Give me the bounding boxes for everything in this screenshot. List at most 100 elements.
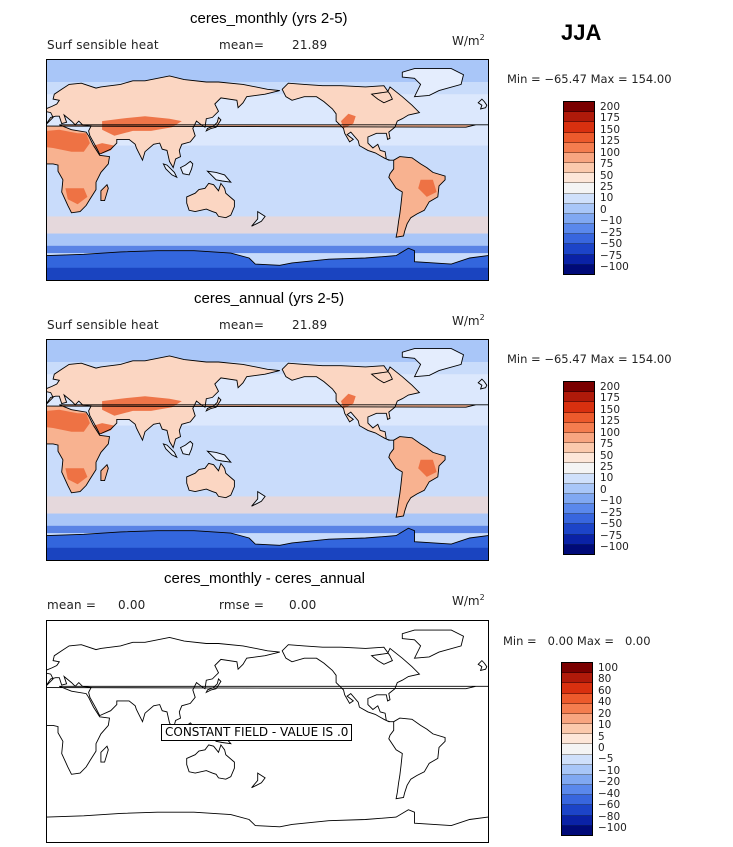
panel-3-mean-label: mean = <box>47 598 97 612</box>
colorbar-swatch <box>564 392 594 403</box>
colorbar-swatch <box>562 713 592 725</box>
colorbar-swatch <box>562 774 592 786</box>
season-label: JJA <box>561 20 602 45</box>
colorbar-tick-label: 75 <box>600 438 614 451</box>
colorbar-tick-label: 125 <box>600 135 621 148</box>
colorbar-tick-label: 50 <box>600 449 614 462</box>
panel-2-mean-value: 21.89 <box>292 318 328 332</box>
colorbar-swatch <box>564 504 594 515</box>
panel-3-title: ceres_monthly - ceres_annual <box>164 570 365 587</box>
colorbar-tick-label: −40 <box>598 787 621 800</box>
colorbar-swatch <box>564 483 594 494</box>
colorbar-tick-label: 0 <box>598 742 605 754</box>
panel-3-rmse-label: rmse = <box>219 598 265 612</box>
colorbar-swatch <box>564 534 594 545</box>
colorbar-tick-label: 0 <box>600 203 607 216</box>
panel-2-map <box>46 339 489 561</box>
colorbar-tick-label: 25 <box>600 461 614 473</box>
colorbar-swatch <box>564 432 594 444</box>
colorbar-tick-label: 100 <box>598 662 619 674</box>
colorbar-tick-label: 60 <box>598 684 612 697</box>
colorbar-tick-label: −100 <box>600 261 629 273</box>
panel-2-minmax: Min = −65.47 Max = 154.00 <box>507 352 672 366</box>
colorbar-swatch <box>564 264 594 274</box>
colorbar-tick-label: 80 <box>598 673 612 686</box>
colorbar-tick-label: −75 <box>600 249 623 262</box>
colorbar-tick-label: 100 <box>600 146 621 159</box>
colorbar-tick-label: 5 <box>598 730 605 743</box>
panel-3-units: W/m2 <box>452 593 485 608</box>
colorbar-tick-label: 20 <box>598 707 612 720</box>
panel-2-mean-label: mean= <box>219 318 265 332</box>
colorbar-swatch <box>564 173 594 184</box>
colorbar-tick-label: 0 <box>600 483 607 496</box>
panel-1-colorbar-labels: 200 175 150 125 100 75 50 25 10 0 −10 −25 −50 −75 −100 <box>600 102 640 273</box>
colorbar-swatch <box>564 453 594 464</box>
colorbar-tick-label: −50 <box>600 518 623 531</box>
colorbar-tick-label: −20 <box>598 776 621 789</box>
colorbar-tick-label: 10 <box>598 719 612 732</box>
panel-2-colorbar <box>563 381 595 555</box>
colorbar-tick-label: 150 <box>600 123 621 136</box>
colorbar-tick-label: 10 <box>600 192 614 205</box>
colorbar-tick-label: 125 <box>600 415 621 428</box>
constant-field-label: CONSTANT FIELD - VALUE IS .0 <box>161 724 353 741</box>
panel-1-variable-label: Surf sensible heat <box>47 38 159 52</box>
panel-1-title: ceres_monthly (yrs 2-5) <box>190 10 348 27</box>
colorbar-tick-label: −80 <box>598 810 621 823</box>
colorbar-swatch <box>564 132 594 143</box>
colorbar-swatch <box>562 693 592 704</box>
colorbar-tick-label: −25 <box>600 506 623 519</box>
colorbar-swatch <box>564 183 594 194</box>
panel-3-colorbar <box>561 662 593 836</box>
colorbar-swatch <box>564 142 594 153</box>
colorbar-tick-label: −25 <box>600 226 623 239</box>
panel-1-minmax: Min = −65.47 Max = 154.00 <box>507 72 672 86</box>
colorbar-swatch <box>564 412 594 423</box>
colorbar-swatch <box>564 514 594 525</box>
colorbar-tick-label: −10 <box>600 495 623 508</box>
panel-2-title: ceres_annual (yrs 2-5) <box>194 290 345 307</box>
colorbar-swatch <box>564 152 594 164</box>
colorbar-swatch <box>564 193 594 204</box>
colorbar-swatch <box>562 724 592 735</box>
panel-2-variable-label: Surf sensible heat <box>47 318 159 332</box>
colorbar-swatch <box>564 524 594 535</box>
colorbar-tick-label: −10 <box>600 215 623 228</box>
colorbar-swatch <box>562 754 592 765</box>
colorbar-tick-label: 50 <box>600 169 614 182</box>
panel-3-colorbar-labels: 100 80 60 40 20 10 5 0 −5 −10 −20 −40 −60 −80 −100 <box>598 663 638 834</box>
colorbar-swatch <box>564 203 594 214</box>
colorbar-swatch <box>564 544 594 554</box>
colorbar-swatch <box>564 463 594 474</box>
panel-1-colorbar <box>563 101 595 275</box>
panel-3-rmse-value: 0.00 <box>289 598 317 612</box>
colorbar-swatch <box>564 443 594 454</box>
colorbar-swatch <box>562 673 592 684</box>
colorbar-swatch <box>562 785 592 796</box>
colorbar-swatch <box>564 122 594 133</box>
colorbar-swatch <box>564 163 594 174</box>
panel-3-mean-value: 0.00 <box>118 598 146 612</box>
colorbar-tick-label: −60 <box>598 799 621 812</box>
colorbar-swatch <box>562 683 592 694</box>
colorbar-swatch <box>562 805 592 816</box>
colorbar-swatch <box>564 224 594 235</box>
colorbar-tick-label: −5 <box>598 753 614 766</box>
colorbar-swatch <box>564 112 594 123</box>
colorbar-swatch <box>564 493 594 505</box>
colorbar-swatch <box>562 703 592 714</box>
colorbar-swatch <box>564 213 594 225</box>
colorbar-swatch <box>564 102 594 113</box>
colorbar-swatch <box>564 254 594 265</box>
colorbar-tick-label: 150 <box>600 403 621 416</box>
colorbar-swatch <box>564 422 594 433</box>
colorbar-swatch <box>562 815 592 826</box>
panel-1-mean-label: mean= <box>219 38 265 52</box>
colorbar-swatch <box>562 663 592 674</box>
colorbar-swatch <box>564 244 594 255</box>
colorbar-tick-label: −100 <box>598 822 627 834</box>
colorbar-swatch <box>564 382 594 393</box>
colorbar-swatch <box>564 402 594 413</box>
panel-1-map <box>46 59 489 281</box>
